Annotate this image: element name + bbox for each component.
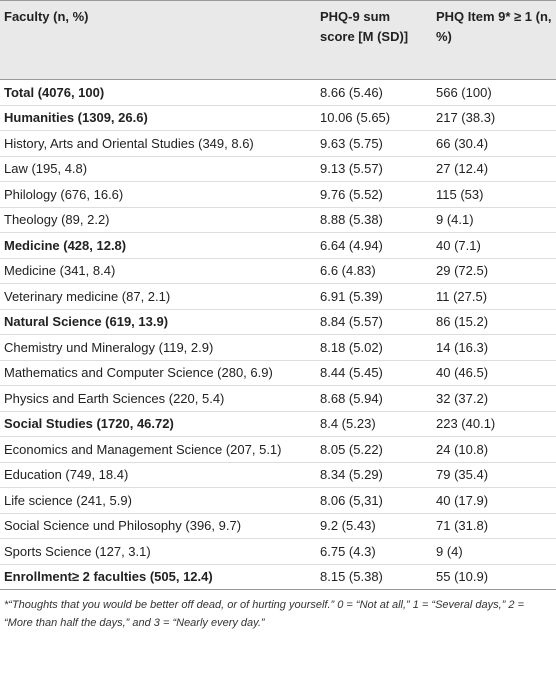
row-label: History, Arts and Oriental Studies (349,… bbox=[0, 130, 316, 157]
header-row: Faculty (n, %) PHQ-9 sum score [M (SD)] PH… bbox=[0, 0, 556, 80]
row-label: Veterinary medicine (87, 2.1) bbox=[0, 283, 316, 310]
table-cell: 6.75 (4.3) bbox=[316, 538, 432, 565]
table-cell: 79 (35.4) bbox=[432, 462, 556, 488]
table-row: Law (195, 4.8) 9.13 (5.57) 27 (12.4) bbox=[0, 156, 556, 182]
row-label: Sports Science (127, 3.1) bbox=[0, 538, 316, 565]
table-row: Social Science und Philosophy (396, 9.7)… bbox=[0, 513, 556, 539]
table-cell: 86 (15.2) bbox=[432, 309, 556, 335]
table-cell: 8.66 (5.46) bbox=[316, 79, 432, 106]
table: Faculty (n, %) PHQ-9 sum score [M (SD)] PH… bbox=[0, 0, 556, 590]
footnote: *“Thoughts that you would be better off … bbox=[4, 599, 525, 629]
table-cell: 40 (17.9) bbox=[432, 487, 556, 514]
table-row: Medicine (428, 12.8) 6.64 (4.94) 40 (7.1) bbox=[0, 232, 556, 259]
table-row: Life science (241, 5.9) 8.06 (5,31) 40 (17… bbox=[0, 487, 556, 514]
table-row: Natural Science (619, 13.9) 8.84 (5.57) 86… bbox=[0, 309, 556, 335]
row-label: Total (4076, 100) bbox=[0, 79, 316, 106]
row-label: Natural Science (619, 13.9) bbox=[0, 309, 316, 335]
row-label: Mathematics and Computer Science (280, 6… bbox=[0, 360, 316, 386]
table-cell: 9.63 (5.75) bbox=[316, 130, 432, 157]
table-cell: 6.91 (5.39) bbox=[316, 283, 432, 310]
table-cell: 8.18 (5.02) bbox=[316, 334, 432, 361]
row-label: Theology (89, 2.2) bbox=[0, 207, 316, 233]
table-cell: 71 (31.8) bbox=[432, 513, 556, 539]
table-cell: 66 (30.4) bbox=[432, 130, 556, 157]
table-cell: 217 (38.3) bbox=[432, 105, 556, 131]
table-cell: 11 (27.5) bbox=[432, 283, 556, 310]
table-cell: 115 (53) bbox=[432, 181, 556, 208]
column-header: PHQ Item 9* ≥ 1 (n, %) bbox=[432, 0, 556, 80]
table-row: Theology (89, 2.2) 8.88 (5.38) 9 (4.1) bbox=[0, 207, 556, 233]
column-header: PHQ-9 sum score [M (SD)] bbox=[316, 0, 432, 80]
table-cell: 8.4 (5.23) bbox=[316, 411, 432, 437]
row-label: Social Studies (1720, 46.72) bbox=[0, 411, 316, 437]
table-cell: 223 (40.1) bbox=[432, 411, 556, 437]
table-cell: 14 (16.3) bbox=[432, 334, 556, 361]
table-cell: 8.05 (5.22) bbox=[316, 436, 432, 463]
table-cell: 9.76 (5.52) bbox=[316, 181, 432, 208]
row-label: Philology (676, 16.6) bbox=[0, 181, 316, 208]
column-header: Faculty (n, %) bbox=[0, 0, 316, 80]
table-row: Education (749, 18.4) 8.34 (5.29) 79 (35.4… bbox=[0, 462, 556, 488]
table-row: Economics and Management Science (207, 5… bbox=[0, 436, 556, 463]
row-label: Education (749, 18.4) bbox=[0, 462, 316, 488]
table-cell: 27 (12.4) bbox=[432, 156, 556, 182]
table-cell: 9 (4.1) bbox=[432, 207, 556, 233]
row-label: Life science (241, 5.9) bbox=[0, 487, 316, 514]
table-cell: 9 (4) bbox=[432, 538, 556, 565]
table-cell: 9.13 (5.57) bbox=[316, 156, 432, 182]
table-cell: 29 (72.5) bbox=[432, 258, 556, 284]
table-row: Sports Science (127, 3.1) 6.75 (4.3) 9 (4) bbox=[0, 538, 556, 565]
table-row: Philology (676, 16.6) 9.76 (5.52) 115 (53) bbox=[0, 181, 556, 208]
row-label: Law (195, 4.8) bbox=[0, 156, 316, 182]
table-cell: 8.44 (5.45) bbox=[316, 360, 432, 386]
table-cell: 32 (37.2) bbox=[432, 385, 556, 412]
table-cell: 8.84 (5.57) bbox=[316, 309, 432, 335]
table-cell: 8.88 (5.38) bbox=[316, 207, 432, 233]
table-cell: 8.15 (5.38) bbox=[316, 564, 432, 590]
table-row: Social Studies (1720, 46.72) 8.4 (5.23) 22… bbox=[0, 411, 556, 437]
table-cell: 566 (100) bbox=[432, 79, 556, 106]
table-row: Chemistry und Mineralogy (119, 2.9) 8.18 … bbox=[0, 334, 556, 361]
table-row: History, Arts and Oriental Studies (349,… bbox=[0, 130, 556, 157]
row-label: Medicine (428, 12.8) bbox=[0, 232, 316, 259]
row-label: Humanities (1309, 26.6) bbox=[0, 105, 316, 131]
table-row: Enrollment≥ 2 faculties (505, 12.4) 8.15 … bbox=[0, 564, 556, 590]
table-cell: 24 (10.8) bbox=[432, 436, 556, 463]
table-cell: 6.64 (4.94) bbox=[316, 232, 432, 259]
table-cell: 6.6 (4.83) bbox=[316, 258, 432, 284]
table-row: Total (4076, 100) 8.66 (5.46) 566 (100) bbox=[0, 79, 556, 106]
table-cell: 9.2 (5.43) bbox=[316, 513, 432, 539]
row-label: Chemistry und Mineralogy (119, 2.9) bbox=[0, 334, 316, 361]
table-cell: 40 (7.1) bbox=[432, 232, 556, 259]
table-row: Veterinary medicine (87, 2.1) 6.91 (5.39)… bbox=[0, 283, 556, 310]
table-cell: 8.34 (5.29) bbox=[316, 462, 432, 488]
table-row: Humanities (1309, 26.6) 10.06 (5.65) 217 (… bbox=[0, 105, 556, 131]
table-cell: 40 (46.5) bbox=[432, 360, 556, 386]
row-label: Physics and Earth Sciences (220, 5.4) bbox=[0, 385, 316, 412]
row-label: Medicine (341, 8.4) bbox=[0, 258, 316, 284]
row-label: Enrollment≥ 2 faculties (505, 12.4) bbox=[0, 564, 316, 590]
table-row: Physics and Earth Sciences (220, 5.4) 8.6… bbox=[0, 385, 556, 412]
table-body: Total (4076, 100) 8.66 (5.46) 566 (100) Hum… bbox=[0, 79, 556, 590]
table-cell: 8.68 (5.94) bbox=[316, 385, 432, 412]
table-cell: 55 (10.9) bbox=[432, 564, 556, 590]
row-label: Economics and Management Science (207, 5… bbox=[0, 436, 316, 463]
table-cell: 8.06 (5,31) bbox=[316, 487, 432, 514]
table-row: Medicine (341, 8.4) 6.6 (4.83) 29 (72.5) bbox=[0, 258, 556, 284]
table-row: Mathematics and Computer Science (280, 6… bbox=[0, 360, 556, 386]
row-label: Social Science und Philosophy (396, 9.7) bbox=[0, 513, 316, 539]
table-cell: 10.06 (5.65) bbox=[316, 105, 432, 131]
